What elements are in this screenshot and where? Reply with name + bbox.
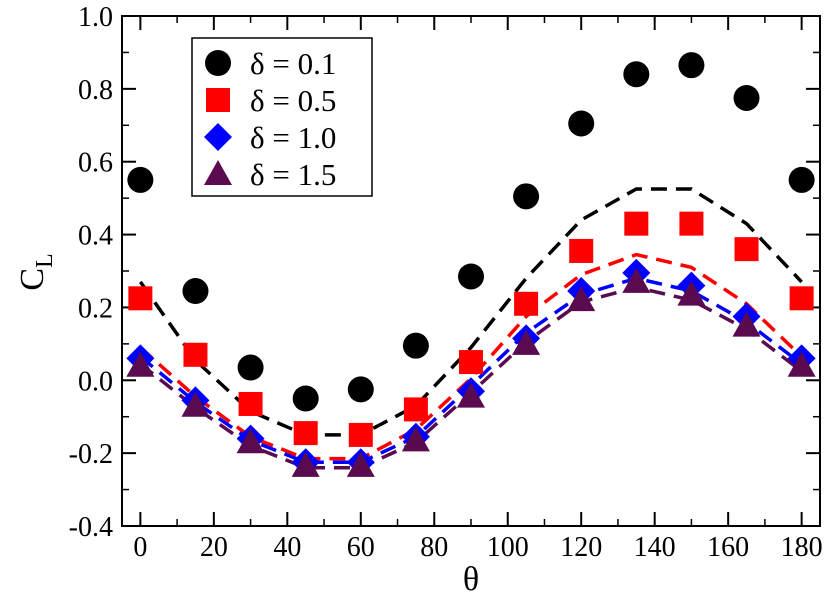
svg-text:CL: CL	[14, 253, 58, 290]
legend-marker-circle	[205, 50, 231, 76]
data-point-triangle	[622, 267, 651, 293]
data-point-circle	[788, 166, 815, 193]
legend: δ = 0.1δ = 0.5δ = 1.0δ = 1.5	[191, 37, 373, 197]
x-axis-title: θ	[463, 561, 479, 595]
data-point-square	[514, 291, 539, 316]
x-tick-label: 0	[133, 532, 147, 563]
data-point-triangle	[787, 351, 816, 377]
data-point-circle	[513, 183, 540, 210]
y-tick-label: -0.4	[69, 512, 113, 543]
x-tick-label: 180	[781, 532, 823, 563]
data-point-square	[459, 350, 483, 375]
y-axis-title-main: C	[14, 268, 51, 291]
y-axis-title-sub: L	[32, 253, 58, 268]
legend-marker-triangle	[204, 160, 232, 185]
data-point-circle	[182, 278, 209, 305]
data-point-square	[403, 397, 428, 422]
x-tick-label: 120	[560, 532, 602, 563]
legend-marker-square	[206, 88, 230, 112]
y-tick-label: 0.8	[78, 75, 113, 106]
y-tick-label: 0.6	[78, 148, 113, 179]
x-tick-label: 80	[420, 532, 448, 563]
data-point-circle	[402, 332, 429, 359]
x-tick-label: 40	[273, 532, 301, 563]
dashed-line	[139, 252, 803, 461]
y-tick-label: 0.0	[78, 366, 113, 397]
data-point-triangle	[457, 382, 485, 408]
data-point-circle	[237, 354, 264, 381]
data-point-circle	[623, 61, 650, 88]
data-point-triangle	[291, 451, 320, 477]
dashed-line	[138, 187, 803, 437]
data-point-triangle	[512, 329, 541, 355]
legend-marker-diamond	[204, 123, 232, 151]
x-tick-label: 160	[707, 532, 749, 563]
data-point-square	[789, 286, 814, 311]
x-tick-label: 100	[487, 532, 529, 563]
x-tick-label: 20	[200, 532, 228, 563]
data-point-circle	[127, 166, 154, 193]
axis-ticks: 0 20 40 60 80 100 120 140 160 180 -0.4 -0.2 0.0 0.2 0.…	[69, 2, 823, 563]
data-point-triangle	[677, 280, 706, 306]
data-point-square	[679, 211, 704, 236]
data-point-square	[238, 391, 263, 416]
data-point-triangle	[126, 351, 155, 377]
x-tick-label: 140	[634, 532, 676, 563]
legend-label: δ = 0.1	[250, 46, 336, 81]
data-point-triangle	[346, 451, 375, 477]
data-point-circle	[347, 376, 374, 403]
legend-label: δ = 1.5	[250, 157, 336, 192]
data-point-circle	[292, 385, 319, 412]
data-point-triangle	[236, 428, 265, 454]
data-point-square	[293, 421, 318, 446]
data-point-circle	[568, 110, 595, 137]
y-tick-label: 0.2	[78, 293, 113, 324]
data-point-square	[183, 342, 208, 367]
y-tick-label: -0.2	[69, 439, 113, 470]
data-point-triangle	[567, 286, 596, 312]
data-markers	[126, 52, 816, 477]
y-axis-title: CL	[14, 253, 58, 290]
data-point-triangle	[401, 426, 430, 452]
data-point-circle	[733, 84, 760, 111]
legend-label: δ = 1.0	[250, 120, 336, 155]
data-point-square	[734, 237, 759, 262]
legend-label: δ = 0.5	[250, 83, 336, 118]
data-point-circle	[458, 263, 484, 290]
data-point-square	[348, 422, 373, 447]
y-tick-label: 1.0	[78, 2, 113, 33]
data-point-square	[569, 238, 594, 263]
x-tick-label: 60	[347, 532, 375, 563]
data-point-square	[128, 286, 153, 311]
data-point-circle	[678, 52, 705, 79]
data-point-triangle	[732, 311, 761, 337]
y-tick-label: 0.4	[78, 221, 113, 252]
data-point-square	[624, 211, 649, 236]
data-point-triangle	[181, 391, 210, 417]
